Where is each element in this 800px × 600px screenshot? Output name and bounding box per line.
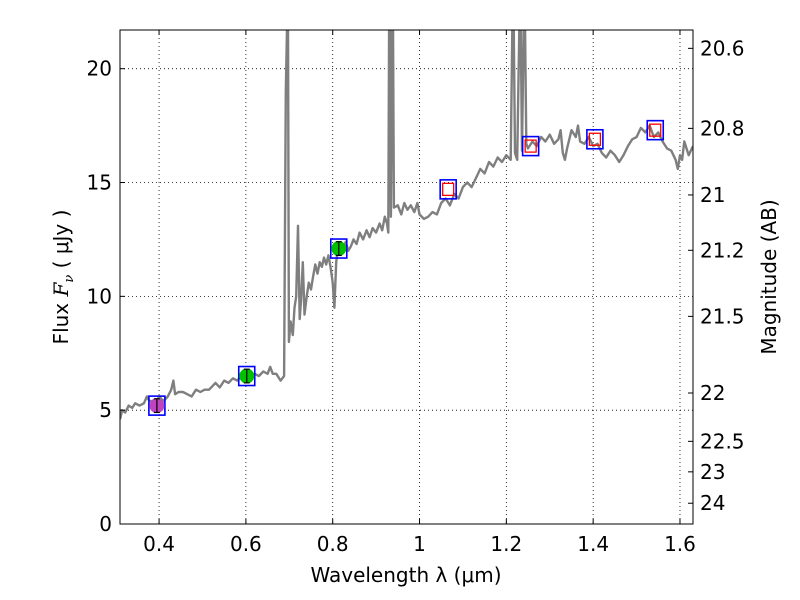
spectrum-line [120, 30, 693, 420]
plot-frame [119, 29, 694, 525]
model-flux-marker [439, 179, 457, 200]
photometry-box [148, 395, 166, 416]
ticks: 0.4 0.6 0.8 1 1.2 1.4 1.6 0 5 10 15 20 20.6 20.8 21 21.… [87, 30, 745, 556]
y-tick-label: 0 [99, 512, 112, 536]
y2-tick-label: 20.6 [700, 36, 745, 60]
marker-layer [148, 119, 665, 416]
y-tick-label: 15 [87, 171, 112, 195]
x-tick-label: 1.2 [490, 532, 522, 556]
synthetic-flux-marker [588, 132, 602, 146]
x-tick-label: 0.6 [230, 532, 262, 556]
y2-tick-label: 23 [700, 460, 725, 484]
y-axis-label-subscript: ν [62, 275, 77, 283]
x-axis-label: Wavelength λ (μm) [310, 563, 501, 587]
model-flux-marker [646, 119, 665, 141]
y-axis-label-prefix: Flux [49, 297, 73, 345]
y-tick-label: 10 [87, 284, 112, 308]
y2-tick-label: 24 [700, 491, 725, 515]
x-tick-label: 1.6 [664, 532, 696, 556]
y-axis-label-symbol: F [49, 282, 73, 298]
y2-tick-label: 22.5 [700, 429, 745, 453]
y-tick-label: 20 [87, 57, 112, 81]
x-tick-label: 1 [413, 532, 426, 556]
spectrum-layer [120, 30, 693, 420]
y2-tick-label: 20.8 [700, 116, 745, 140]
y2-tick-label: 21.2 [700, 238, 745, 262]
y-axis-label: Flux Fν ( μJy ) [49, 210, 77, 345]
x-tick-label: 0.4 [143, 532, 175, 556]
model-flux-marker [586, 128, 604, 150]
grid [120, 30, 693, 525]
y2-tick-label: 21 [700, 183, 725, 207]
y-axis-label-suffix: ( μJy ) [49, 210, 73, 275]
y2-tick-label: 21.5 [700, 304, 745, 328]
y-tick-label: 5 [99, 398, 112, 422]
x-tick-label: 1.4 [577, 532, 609, 556]
photometry-box [237, 365, 256, 387]
synthetic-flux-marker [649, 123, 662, 137]
model-flux-marker [521, 135, 540, 157]
photometry-box [329, 238, 348, 259]
synthetic-flux-marker [442, 182, 455, 197]
y2-axis-label: Magnitude (AB) [757, 199, 781, 354]
x-tick-label: 0.8 [317, 532, 349, 556]
synthetic-flux-marker [524, 139, 537, 153]
y2-tick-label: 22 [700, 381, 725, 405]
